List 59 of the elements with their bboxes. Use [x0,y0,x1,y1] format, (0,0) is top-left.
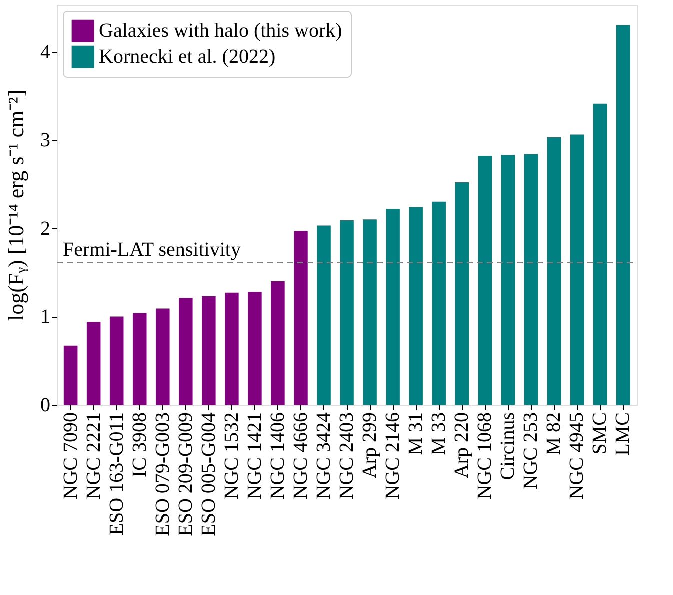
y-axis-title: log(Fᵧ) [10⁻¹⁴ erg s⁻¹ cm⁻²] [4,90,28,322]
x-tick-label: Circinus [497,412,520,480]
bar [524,154,538,405]
x-tick-label: NGC 3424 [312,412,335,500]
bar [110,316,124,405]
bar [64,346,78,405]
x-tick-label: NGC 7090 [60,412,82,500]
y-tick-label: 3 [40,130,50,152]
bar [86,322,101,405]
bar [363,220,377,405]
bar [132,313,147,405]
bar [478,156,492,405]
bar [455,182,469,405]
y-tick-label: 2 [40,218,50,240]
x-tick-label: ESO 079-G003 [152,412,174,536]
y-tick-label: 0 [40,394,50,416]
x-tick-label: NGC 253 [520,412,542,490]
x-tick-label: ESO 005-G004 [198,412,220,536]
bar [294,231,308,405]
x-tick-label: IC 3908 [128,412,151,478]
x-tick-label: SMC [589,412,612,455]
x-tick-label: NGC 1068 [474,412,496,500]
bar [593,104,608,405]
bar [409,207,423,405]
legend-label: Kornecki et al. (2022) [99,46,276,68]
ref-line-label: Fermi-LAT sensitivity [63,238,241,261]
x-tick-label: NGC 2221 [82,412,105,500]
x-tick-label: NGC 1421 [244,412,266,500]
bar [202,296,216,405]
legend-label: Galaxies with halo (this work) [99,20,342,42]
bar [501,155,516,405]
x-tick-label: M 33 [428,412,450,456]
bar [248,292,262,405]
bar [156,308,170,405]
bar [225,292,239,405]
x-tick-label: NGC 2146 [382,412,404,500]
bar [616,25,630,405]
x-tick-label: NGC 4945 [566,412,588,500]
x-tick-label: NGC 4666 [290,412,312,500]
bar [178,298,193,405]
x-tick-label: NGC 1406 [266,412,289,500]
bar [570,134,584,405]
bar [547,137,562,405]
y-tick-label: 4 [40,41,50,64]
x-tick-label: M 31 [405,412,428,456]
x-tick-label: Arp 220 [451,412,474,479]
x-tick-label: ESO 209-G009 [174,412,197,536]
bar [432,202,446,405]
x-tick-label: M 82 [543,412,566,456]
bar [317,226,331,405]
x-tick-label: NGC 2403 [336,412,358,500]
bar [386,208,400,405]
bar [271,281,285,405]
bar [340,220,354,405]
x-tick-label: LMC [612,412,634,456]
x-tick-label: NGC 1532 [220,412,243,500]
x-tick-label: ESO 163-G011 [106,412,128,536]
y-tick-label: 1 [40,306,50,328]
x-tick-label: Arp 299 [359,412,382,479]
